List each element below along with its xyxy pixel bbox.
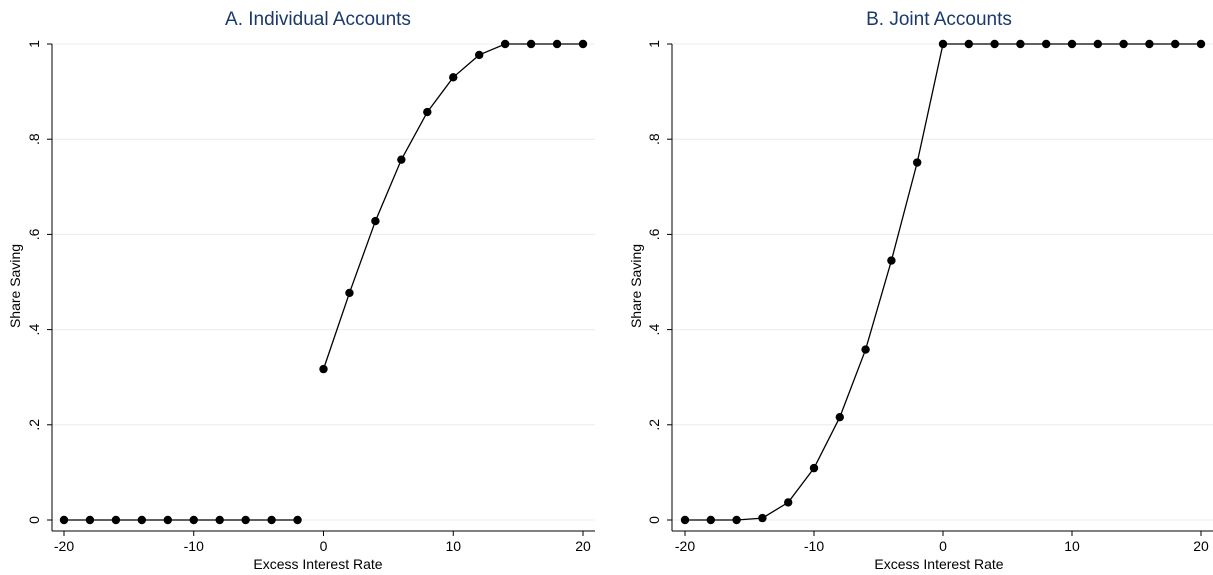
data-point [732,515,741,525]
y-tick-label: .4 [26,324,42,336]
x-tick-label: 10 [1064,538,1080,554]
series-line [685,43,1201,521]
y-tick-label: 1 [646,40,662,48]
y-tick-label: .4 [646,324,662,336]
panel-a: A. Individual Accounts 0 .2 .4 .6 .8 1 -20 -10 0 1… [7,9,595,572]
y-tick-label: 1 [26,40,42,48]
y-tick-label: 0 [26,516,42,524]
data-point [1196,39,1206,49]
data-point [1171,39,1180,49]
data-point [500,39,510,49]
data-point [835,412,844,422]
data-point [241,515,250,525]
x-tick-label: -20 [675,538,695,554]
data-point [578,39,588,49]
series-line [322,43,583,370]
x-tick-label: -20 [54,538,74,554]
data-point [85,515,95,525]
y-axis-label: Share Saving [628,244,644,328]
y-axis-label: Share Saving [7,244,23,328]
y-tick-label: .6 [26,228,42,240]
data-point [706,515,715,525]
data-point [1016,39,1025,49]
data-point [680,515,690,525]
x-axis-label: Excess Interest Rate [253,556,382,572]
data-point [784,498,793,507]
data-point [397,155,406,164]
data-point [1145,39,1154,49]
data-point [371,216,380,226]
data-point [552,39,562,49]
data-point [293,515,302,525]
data-point [475,50,484,60]
data-point [319,364,328,374]
data-point [526,39,536,49]
data-point [111,515,121,525]
x-tick-label: -10 [804,538,824,554]
data-point [163,515,172,525]
x-tick-label: 0 [939,538,947,554]
y-tick-label: .8 [646,133,662,145]
x-tick-label: 0 [320,538,328,554]
chart-title: B. Joint Accounts [866,9,1012,30]
y-tick-label: .2 [26,419,42,431]
data-point [267,515,276,525]
data-point [423,107,432,117]
data-point [913,158,922,167]
data-point [964,39,973,49]
data-point [1119,39,1128,49]
x-tick-label: 20 [1193,538,1209,554]
x-axis-label: Excess Interest Rate [874,556,1003,572]
chart-title: A. Individual Accounts [225,9,411,30]
data-point [887,256,896,265]
data-point [189,515,198,525]
data-point [59,515,69,525]
data-point [1093,39,1103,49]
y-tick-label: .6 [646,228,662,240]
data-point [1067,39,1077,49]
data-point [990,39,999,49]
data-point [449,73,458,82]
data-point [809,463,819,473]
x-tick-label: 20 [575,538,591,554]
data-point [938,39,948,49]
data-point [137,515,147,525]
data-point [861,345,870,354]
data-point [345,288,354,298]
x-tick-label: -10 [184,538,204,554]
y-tick-label: 0 [646,516,662,524]
y-tick-label: .2 [646,419,662,431]
y-tick-label: .8 [26,133,42,145]
data-point [758,513,767,523]
panel-b: B. Joint Accounts 0 .2 .4 .6 .8 1 -20 -10 0 10 20 Ex… [628,9,1213,572]
data-point [1042,39,1051,49]
data-point [215,515,224,525]
x-tick-label: 10 [445,538,461,554]
